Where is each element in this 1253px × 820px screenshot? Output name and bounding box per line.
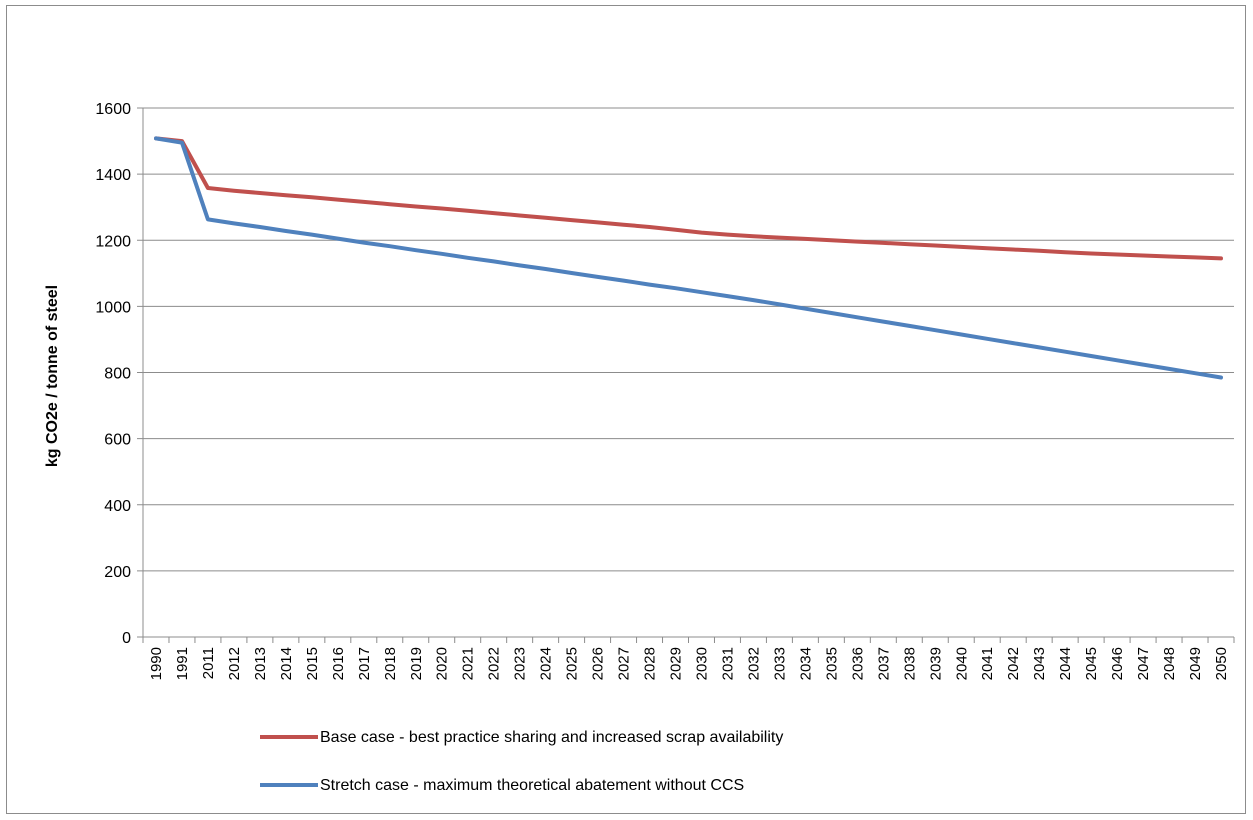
x-tick-label: 2012: [226, 647, 243, 680]
x-tick-label: 2044: [1057, 647, 1074, 680]
y-tick-label: 200: [104, 564, 131, 581]
x-tick-label: 2031: [719, 647, 736, 680]
x-tick-label: 2040: [953, 647, 970, 680]
x-tick-label: 1991: [174, 647, 191, 680]
x-tick-label: 2028: [642, 647, 659, 680]
series-lines: [154, 136, 1223, 380]
x-tick-label: 2043: [1031, 647, 1048, 680]
axes: [137, 107, 1235, 643]
line-chart: 0 200 400 600 800 1000 1200 1400 1600 1990 1991 20…: [44, 101, 1235, 794]
legend-label-2: Stretch case - maximum theoretical abate…: [320, 777, 744, 794]
x-tick-label: 2020: [434, 647, 451, 680]
gridlines: [143, 107, 1234, 572]
legend: Base case - best practice sharing and in…: [260, 729, 783, 794]
series-line-2: [154, 136, 1223, 380]
x-tick-label: 2029: [668, 647, 685, 680]
y-tick-labels: 0 200 400 600 800 1000 1200 1400 1600: [95, 101, 131, 647]
y-tick-label: 400: [104, 498, 131, 515]
x-tick-label: 2015: [304, 647, 321, 680]
x-tick-label: 2018: [382, 647, 399, 680]
y-tick-label: 1400: [95, 167, 131, 184]
x-tick-label: 2033: [771, 647, 788, 680]
y-tick-label: 1200: [95, 233, 131, 250]
x-tick-label: 2014: [278, 647, 295, 680]
x-tick-label: 2042: [1005, 647, 1022, 680]
x-tick-label: 2016: [330, 647, 347, 680]
y-tick-label: 1600: [95, 101, 131, 118]
x-tick-label: 2021: [460, 647, 477, 680]
x-tick-label: 2049: [1187, 647, 1204, 680]
x-tick-label: 2032: [745, 647, 762, 680]
x-tick-label: 2048: [1161, 647, 1178, 680]
y-axis-title: kg CO2e / tonne of steel: [44, 285, 61, 467]
x-tick-label: 2045: [1083, 647, 1100, 680]
x-tick-label: 2024: [538, 647, 555, 680]
x-tick-label: 2038: [901, 647, 918, 680]
x-tick-labels: 1990 1991 2011 2012 2013 2014 2015 2016 2017 2018…: [148, 647, 1230, 680]
x-tick-label: 2030: [693, 647, 710, 680]
series-line-1: [154, 136, 1223, 261]
x-tick-label: 2047: [1135, 647, 1152, 680]
x-tick-label: 2013: [252, 647, 269, 680]
x-tick-label: 2050: [1213, 647, 1230, 680]
y-tick-label: 0: [122, 630, 131, 647]
x-tick-label: 2019: [408, 647, 425, 680]
y-tick-label: 600: [104, 432, 131, 449]
x-tick-label: 2039: [927, 647, 944, 680]
legend-label-1: Base case - best practice sharing and in…: [320, 729, 783, 746]
x-tick-label: 2017: [356, 647, 373, 680]
y-tick-label: 1000: [95, 299, 131, 316]
x-tick-label: 2037: [875, 647, 892, 680]
x-tick-label: 2036: [849, 647, 866, 680]
x-tick-label: 2026: [590, 647, 607, 680]
x-tick-label: 2025: [564, 647, 581, 680]
x-tick-label: 2046: [1109, 647, 1126, 680]
x-tick-label: 2041: [979, 647, 996, 680]
x-tick-label: 2022: [486, 647, 503, 680]
x-tick-label: 2035: [823, 647, 840, 680]
x-tick-label: 2034: [797, 647, 814, 680]
x-tick-label: 2027: [616, 647, 633, 680]
x-tick-label: 2023: [512, 647, 529, 680]
x-tick-label: 2011: [200, 647, 217, 679]
chart-area: 0 200 400 600 800 1000 1200 1400 1600 1990 1991 20…: [6, 5, 1246, 814]
y-tick-label: 800: [104, 366, 131, 383]
x-tick-label: 1990: [148, 647, 165, 680]
